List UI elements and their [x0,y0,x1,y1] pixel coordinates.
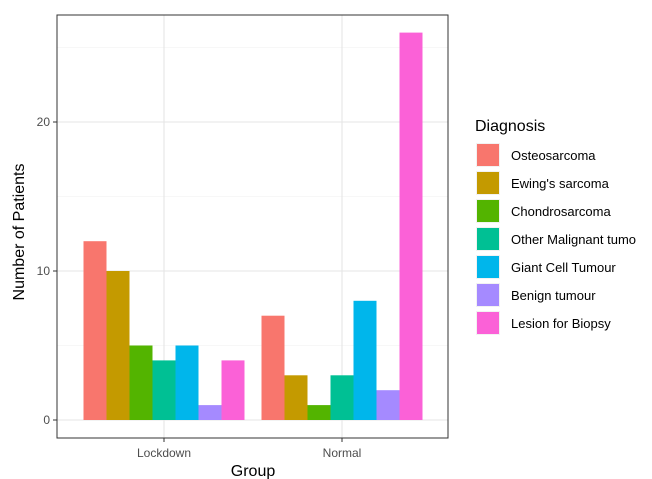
y-tick-label: 10 [37,264,51,278]
legend-swatch [477,312,499,334]
bars [83,32,423,420]
legend-swatch [477,144,499,166]
y-tick-label: 0 [43,413,50,427]
legend-label: Benign tumour [511,288,596,303]
legend-label: Giant Cell Tumour [511,260,616,275]
legend-label: Osteosarcoma [511,148,596,163]
legend-swatch [477,172,499,194]
bar [129,345,153,420]
y-axis-title: Number of Patients [11,164,28,301]
bar [307,405,331,420]
x-tick-label: Normal [323,446,362,460]
axes: 0 10 20 Lockdown Normal [37,115,362,460]
legend-label: Ewing's sarcoma [511,176,610,191]
legend-swatch [477,200,499,222]
x-axis-title: Group [231,463,276,479]
bar [152,360,176,420]
bar [399,32,423,420]
legend-swatch [477,256,499,278]
bar [284,375,308,420]
legend: Diagnosis Osteosarcoma Ewing's sarcoma Cho… [475,118,636,335]
legend-label: Lesion for Biopsy [511,316,611,331]
bar [198,405,222,420]
bar [353,300,377,420]
legend-swatch [477,228,499,250]
bar [175,345,199,420]
y-tick-label: 20 [37,115,51,129]
legend-title: Diagnosis [475,118,545,135]
bar [106,271,130,420]
legend-swatch [477,284,499,306]
bar [221,360,245,420]
legend-label: Other Malignant tumo [511,232,636,247]
bar [261,315,285,420]
legend-label: Chondrosarcoma [511,204,611,219]
plot-panel-border [56,14,449,439]
bar [376,390,400,420]
bar [330,375,354,420]
x-tick-label: Lockdown [137,446,191,460]
bar [83,241,107,420]
